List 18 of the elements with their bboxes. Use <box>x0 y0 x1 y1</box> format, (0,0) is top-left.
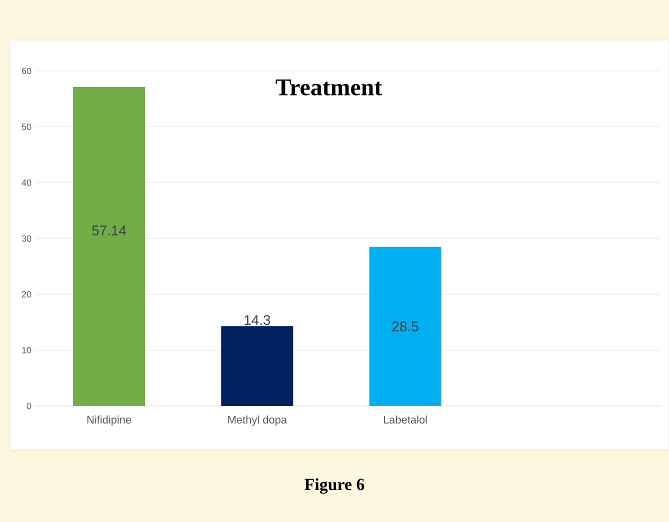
data-label: 57.14 <box>92 226 126 236</box>
y-tick-label: 60 <box>22 68 32 74</box>
y-tick-label: 20 <box>22 291 32 298</box>
x-tick-label: Nifidipine <box>87 416 132 426</box>
y-tick-label: 0 <box>26 402 32 410</box>
caption: Figure 6 <box>304 478 364 494</box>
data-label: 28.5 <box>392 321 418 332</box>
y-tick-label: 40 <box>22 179 32 186</box>
y-tick-label: 10 <box>22 346 32 354</box>
y-tick-label: 50 <box>22 124 32 130</box>
y-tick-label: 30 <box>22 235 32 242</box>
bar <box>73 86 146 406</box>
x-tick-label: Labetalol <box>384 416 427 424</box>
chart-title: Treatment <box>276 80 382 96</box>
bar <box>369 246 442 406</box>
bar <box>221 326 294 406</box>
x-tick-label: Methyl dopa <box>228 416 287 426</box>
data-label: 14.3 <box>244 315 270 325</box>
